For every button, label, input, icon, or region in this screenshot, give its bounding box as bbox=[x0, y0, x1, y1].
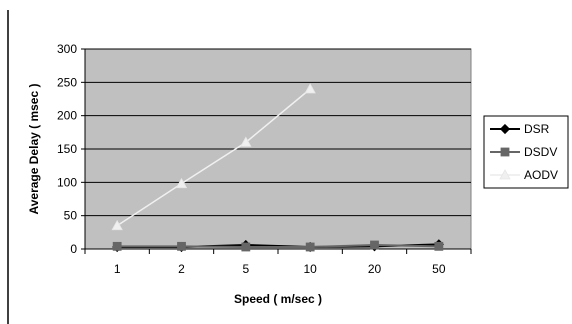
x-tick-label: 10 bbox=[303, 262, 317, 276]
series-aodv bbox=[111, 83, 316, 231]
data-point-aodv bbox=[240, 136, 252, 147]
series-layer bbox=[111, 83, 444, 253]
legend-marker-aodv bbox=[499, 169, 511, 180]
data-point-dsdv bbox=[241, 242, 251, 252]
y-tick-label: 300 bbox=[57, 42, 77, 56]
data-point-dsdv bbox=[177, 241, 186, 251]
data-point-dsdv bbox=[370, 240, 379, 250]
y-axis-title: Average Delay ( msec ) bbox=[27, 84, 41, 215]
legend-label-dsdv: DSDV bbox=[524, 145, 557, 159]
y-tick-label: 150 bbox=[57, 142, 77, 156]
x-tick-label: 5 bbox=[242, 262, 249, 276]
y-tick-label: 250 bbox=[57, 75, 77, 89]
data-point-dsdv bbox=[112, 241, 122, 251]
series-dsdv bbox=[112, 240, 444, 252]
y-tick-label: 50 bbox=[64, 209, 78, 223]
x-tick-label: 20 bbox=[368, 262, 382, 276]
legend-marker-dsr bbox=[499, 123, 511, 135]
series-line-dsdv bbox=[117, 243, 439, 248]
x-axis-title: Speed ( m/sec ) bbox=[234, 292, 322, 306]
legend-marker-dsdv bbox=[500, 147, 510, 157]
y-tick-label: 100 bbox=[57, 175, 77, 189]
y-tick-label: 200 bbox=[57, 109, 77, 123]
series-line-aodv bbox=[116, 88, 311, 227]
y-axis-ticks: 0 50 100 150 200 250 300 bbox=[57, 42, 471, 256]
legend-label-dsr: DSR bbox=[524, 122, 550, 136]
x-axis-ticks: 1 2 5 10 20 50 bbox=[84, 249, 472, 276]
legend: DSR DSDV AODV bbox=[490, 122, 558, 182]
y-tick-label: 0 bbox=[70, 242, 77, 256]
x-tick-label: 2 bbox=[178, 262, 185, 276]
data-point-dsdv bbox=[305, 242, 315, 252]
x-tick-label: 1 bbox=[114, 262, 121, 276]
legend-label-aodv: AODV bbox=[524, 168, 558, 182]
x-tick-label: 50 bbox=[432, 262, 446, 276]
data-point-dsdv bbox=[434, 241, 444, 251]
data-point-aodv bbox=[175, 177, 188, 189]
data-point-aodv bbox=[304, 83, 316, 94]
data-point-aodv bbox=[111, 219, 123, 231]
